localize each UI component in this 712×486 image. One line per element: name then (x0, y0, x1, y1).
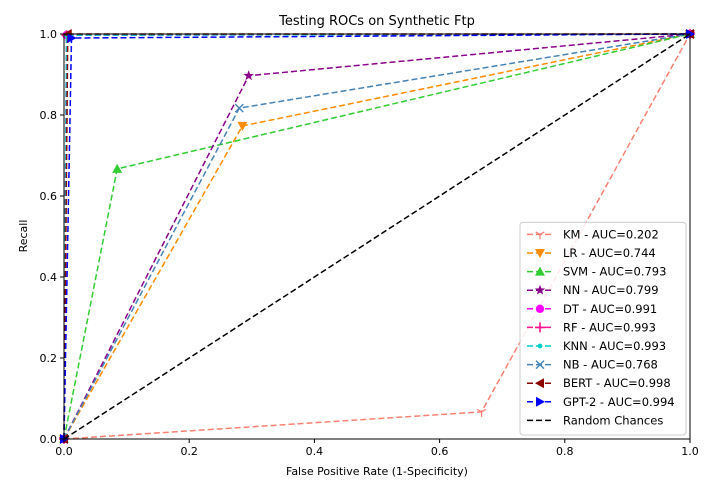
x-axis-label: False Positive Rate (1-Specificity) (286, 465, 468, 478)
legend-label: Random Chances (563, 413, 663, 427)
legend-marker (535, 249, 545, 258)
legend-item: BERT - AUC=0.998 (527, 376, 671, 390)
x-tick-label: 0.8 (556, 445, 574, 458)
x-axis: 0.0 0.2 0.4 0.6 0.8 1.0 (55, 439, 699, 458)
legend-label: SVM - AUC=0.793 (563, 265, 666, 279)
legend-label: RF - AUC=0.993 (563, 320, 656, 334)
x-tick-label: 0.0 (55, 445, 73, 458)
y-tick-label: 0.4 (40, 271, 58, 284)
legend-label: BERT - AUC=0.998 (563, 376, 671, 390)
data-point (476, 408, 487, 417)
legend-marker (534, 284, 546, 295)
y-tick-label: 1.0 (40, 28, 58, 41)
legend-label: GPT-2 - AUC=0.994 (563, 395, 675, 409)
y-axis-label: Recall (17, 220, 30, 253)
data-point (243, 70, 254, 81)
y-tick-label: 0.2 (40, 352, 58, 365)
data-point (234, 103, 244, 113)
x-tick-label: 0.2 (180, 445, 198, 458)
legend-marker (535, 266, 545, 276)
legend-marker (535, 378, 544, 389)
y-tick-label: 0.0 (40, 433, 58, 446)
legend-item: RF - AUC=0.993 (527, 320, 656, 334)
legend-item: KNN - AUC=0.993 (527, 339, 666, 353)
legend: KM - AUC=0.202 LR - AUC=0.744 SVM - AUC=0.… (519, 221, 687, 436)
y-axis: 0.0 0.2 0.4 0.6 0.8 1.0 (40, 28, 64, 446)
legend-marker (536, 396, 545, 407)
legend-label: NB - AUC=0.768 (563, 358, 658, 372)
y-tick-label: 0.6 (40, 190, 58, 203)
series-line (63, 33, 691, 440)
plot-frame (63, 33, 691, 440)
legend-item: Random Chances (527, 413, 663, 427)
legend-item: DT - AUC=0.991 (527, 302, 657, 316)
legend-item: KM - AUC=0.202 (527, 227, 659, 241)
legend-item: LR - AUC=0.744 (527, 246, 656, 260)
chart-title: Testing ROCs on Synthetic Ftp (278, 14, 475, 29)
legend-label: NN - AUC=0.799 (563, 283, 659, 297)
legend-label: LR - AUC=0.744 (563, 246, 656, 260)
x-tick-label: 1.0 (681, 445, 699, 458)
legend-item: GPT-2 - AUC=0.994 (527, 395, 675, 409)
legend-item: SVM - AUC=0.793 (527, 265, 666, 279)
legend-marker (535, 231, 545, 240)
legend-marker (535, 304, 545, 313)
data-point (237, 121, 248, 131)
data-point (112, 163, 123, 173)
legend-label: KNN - AUC=0.993 (563, 339, 666, 353)
legend-box (519, 221, 687, 436)
legend-marker (537, 343, 543, 349)
legend-label: DT - AUC=0.991 (563, 302, 657, 316)
legend-item: NB - AUC=0.768 (527, 358, 658, 372)
x-tick-label: 0.6 (431, 445, 449, 458)
legend-marker (535, 360, 545, 370)
x-tick-label: 0.4 (306, 445, 324, 458)
legend-marker (535, 322, 545, 333)
series-10 (63, 33, 691, 440)
data-point (67, 33, 77, 44)
y-tick-label: 0.8 (40, 109, 58, 122)
legend-label: KM - AUC=0.202 (563, 227, 659, 241)
legend-item: NN - AUC=0.799 (527, 283, 659, 297)
